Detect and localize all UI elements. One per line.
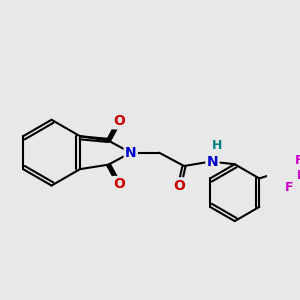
- Text: F: F: [297, 169, 300, 182]
- Text: O: O: [113, 114, 125, 128]
- Text: N: N: [125, 146, 136, 160]
- Text: O: O: [174, 178, 185, 193]
- Text: F: F: [284, 181, 293, 194]
- Text: H: H: [212, 139, 222, 152]
- Text: N: N: [207, 154, 218, 169]
- Text: O: O: [113, 177, 125, 191]
- Text: F: F: [295, 154, 300, 167]
